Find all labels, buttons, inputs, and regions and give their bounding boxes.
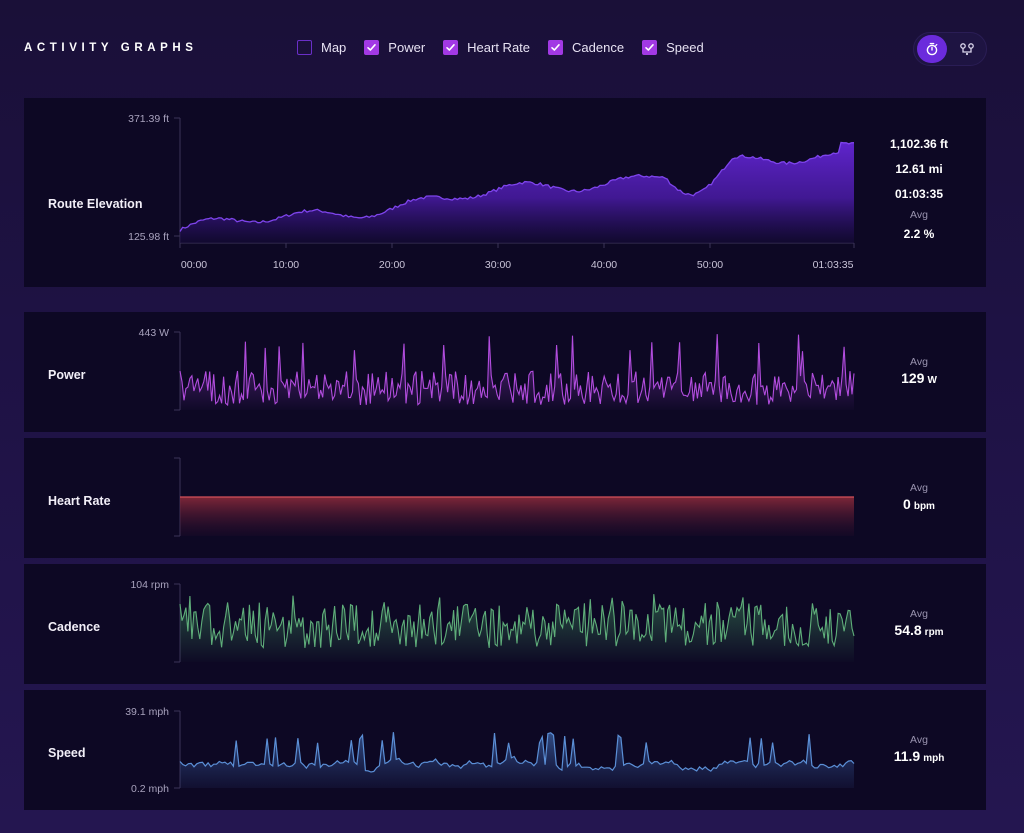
power-area (180, 334, 854, 410)
x-tick-label: 30:00 (485, 259, 511, 271)
power-label: Power (48, 368, 86, 382)
toggle-heart-rate[interactable]: Heart Rate (443, 40, 530, 55)
elevation-stats: 1,102.36 ft 12.61 mi 01:03:35 Avg 2.2 % (864, 137, 974, 241)
toggle-map[interactable]: Map (297, 40, 346, 55)
speed-stats: Avg 11.9 mph (864, 734, 974, 764)
toggle-label-heart-rate: Heart Rate (467, 40, 531, 55)
speed-chart: 39.1 mph 0.2 mph (125, 706, 855, 795)
y-min-label: 0.2 mph (131, 783, 169, 795)
y-max-label: 443 W (139, 327, 169, 339)
heart-rate-stats: Avg 0 bpm (864, 482, 974, 512)
x-tick-label: 01:03:35 (813, 259, 854, 271)
speed-line (179, 732, 855, 773)
heart-rate-chart (174, 457, 854, 537)
distance-value: 12.61 mi (895, 162, 943, 176)
toggle-power[interactable]: Power (364, 40, 425, 55)
elevation-chart: 371.39 ft 125.98 ft 00:00 10:00 20:00 30… (128, 113, 855, 271)
avg-value: 0 (903, 496, 911, 512)
power-checkbox[interactable] (364, 40, 380, 55)
view-switch (913, 32, 987, 66)
heart-rate-panel: Heart Rate Avg 0 bpm (24, 438, 986, 558)
elevation-area (180, 142, 854, 243)
elevation-panel: Route Elevation 371.39 ft 125.98 ft 00:0… (24, 98, 986, 287)
x-tick-label: 50:00 (697, 259, 723, 271)
cadence-checkbox[interactable] (548, 40, 564, 55)
avg-label: Avg (910, 482, 928, 494)
speed-avg: 11.9 mph (864, 748, 974, 764)
heart-rate-label: Heart Rate (48, 494, 111, 508)
toggle-label-map: Map (321, 40, 347, 55)
speed-panel: Speed 39.1 mph 0.2 mph Avg 11.9 mph (24, 690, 986, 810)
unit-label: mph (923, 753, 945, 764)
stopwatch-icon (926, 42, 938, 56)
avg-grade-value: 2.2 % (903, 227, 935, 241)
elevation-label: Route Elevation (48, 197, 143, 211)
unit-label: bpm (913, 501, 935, 512)
unit-label: W (927, 375, 937, 386)
cadence-chart: 104 rpm (130, 579, 855, 663)
toggle-cadence[interactable]: Cadence (548, 40, 624, 55)
checkmark-icon (446, 44, 455, 51)
power-avg: 129 W (864, 370, 974, 386)
x-tick-label: 10:00 (273, 259, 299, 271)
x-tick-label: 40:00 (591, 259, 617, 271)
checkmark-icon (645, 44, 654, 51)
avg-label: Avg (910, 209, 928, 221)
distance-view-button[interactable] (952, 35, 982, 63)
y-max-label: 104 rpm (130, 579, 169, 591)
time-view-button[interactable] (917, 35, 947, 63)
heart-rate-area (180, 497, 854, 536)
power-stats: Avg 129 W (864, 356, 974, 386)
page-title: ACTIVITY GRAPHS (24, 42, 198, 54)
map-checkbox[interactable] (297, 40, 312, 55)
duration-value: 01:03:35 (894, 187, 944, 201)
cadence-panel: Cadence 104 rpm Avg 54.8 rpm (24, 564, 986, 684)
elevation-line (179, 141, 855, 232)
toggle-speed[interactable]: Speed (642, 40, 704, 55)
toggle-label-speed: Speed (666, 40, 704, 55)
y-max-label: 371.39 ft (128, 113, 169, 125)
avg-label: Avg (910, 734, 928, 746)
y-min-label: 125.98 ft (128, 231, 169, 243)
unit-label: rpm (924, 627, 944, 638)
header-bar: ACTIVITY GRAPHS Map Power Heart Rate Cad… (0, 0, 1024, 98)
cadence-area (180, 594, 854, 662)
toggle-label-cadence: Cadence (572, 40, 625, 55)
x-tick-label: 20:00 (379, 259, 405, 271)
toggle-label-power: Power (388, 40, 426, 55)
cadence-line (179, 594, 855, 649)
avg-label: Avg (910, 356, 928, 368)
avg-value: 54.8 (894, 622, 922, 638)
checkmark-icon (367, 44, 377, 51)
power-chart: 443 W (139, 327, 855, 411)
graph-toggles: Map Power Heart Rate Cadence Speed (297, 40, 722, 55)
heart-rate-avg: 0 bpm (864, 496, 974, 512)
speed-checkbox[interactable] (642, 40, 658, 55)
cadence-label: Cadence (48, 620, 101, 634)
x-ticks (179, 243, 855, 248)
heart-rate-checkbox[interactable] (443, 40, 459, 55)
cadence-stats: Avg 54.8 rpm (864, 608, 974, 638)
route-icon (960, 43, 974, 56)
avg-label: Avg (910, 608, 928, 620)
avg-value: 129 (901, 370, 925, 386)
y-max-label: 39.1 mph (125, 706, 169, 718)
power-line (179, 334, 855, 407)
speed-area (180, 732, 854, 788)
checkmark-icon (551, 44, 560, 51)
power-panel: Power 443 W Avg 129 W (24, 312, 986, 432)
cadence-avg: 54.8 rpm (864, 622, 974, 638)
speed-label: Speed (48, 746, 86, 760)
x-tick-label: 00:00 (181, 259, 207, 271)
avg-value: 11.9 (893, 748, 921, 764)
elevation-gain: 1,102.36 ft (889, 137, 949, 151)
